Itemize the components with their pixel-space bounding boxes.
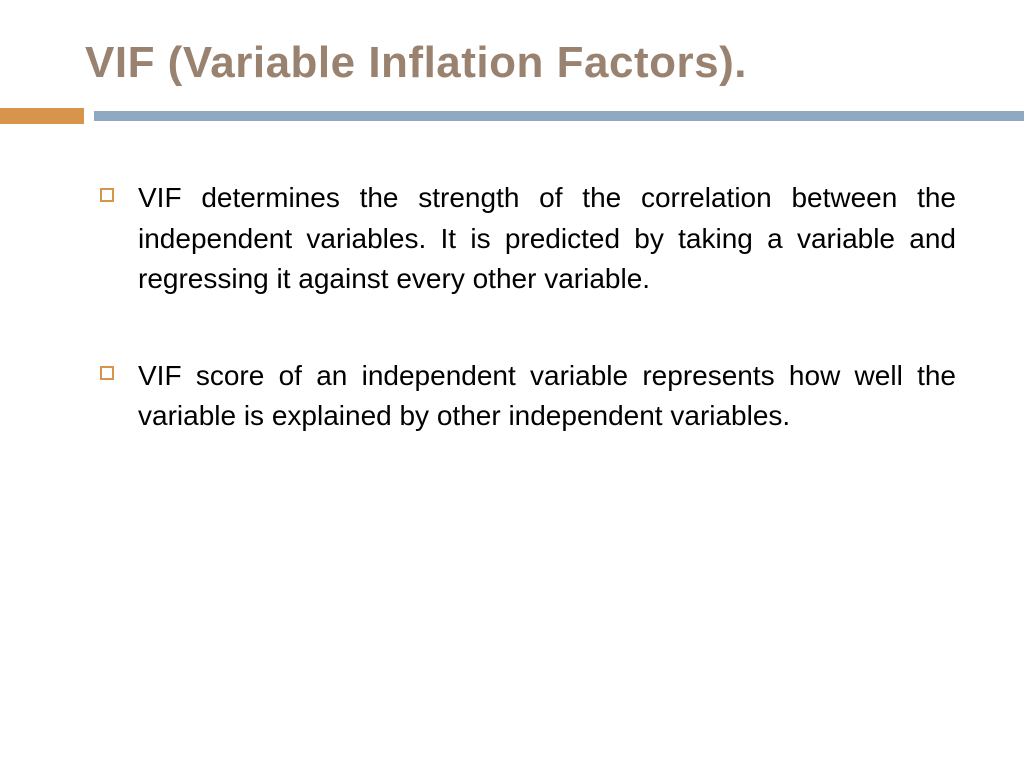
bullet-text: VIF determines the strength of the corre… (138, 178, 956, 300)
bullet-item: VIF determines the strength of the corre… (100, 178, 956, 300)
square-bullet-icon (100, 366, 114, 380)
square-bullet-icon (100, 188, 114, 202)
accent-square (0, 108, 84, 124)
bullet-text: VIF score of an independent variable rep… (138, 356, 956, 437)
slide-content: VIF determines the strength of the corre… (100, 178, 956, 493)
accent-line (94, 111, 1024, 121)
bullet-item: VIF score of an independent variable rep… (100, 356, 956, 437)
slide-title: VIF (Variable Inflation Factors). (85, 38, 747, 88)
slide: VIF (Variable Inflation Factors). VIF de… (0, 0, 1024, 768)
accent-bar (0, 108, 1024, 124)
